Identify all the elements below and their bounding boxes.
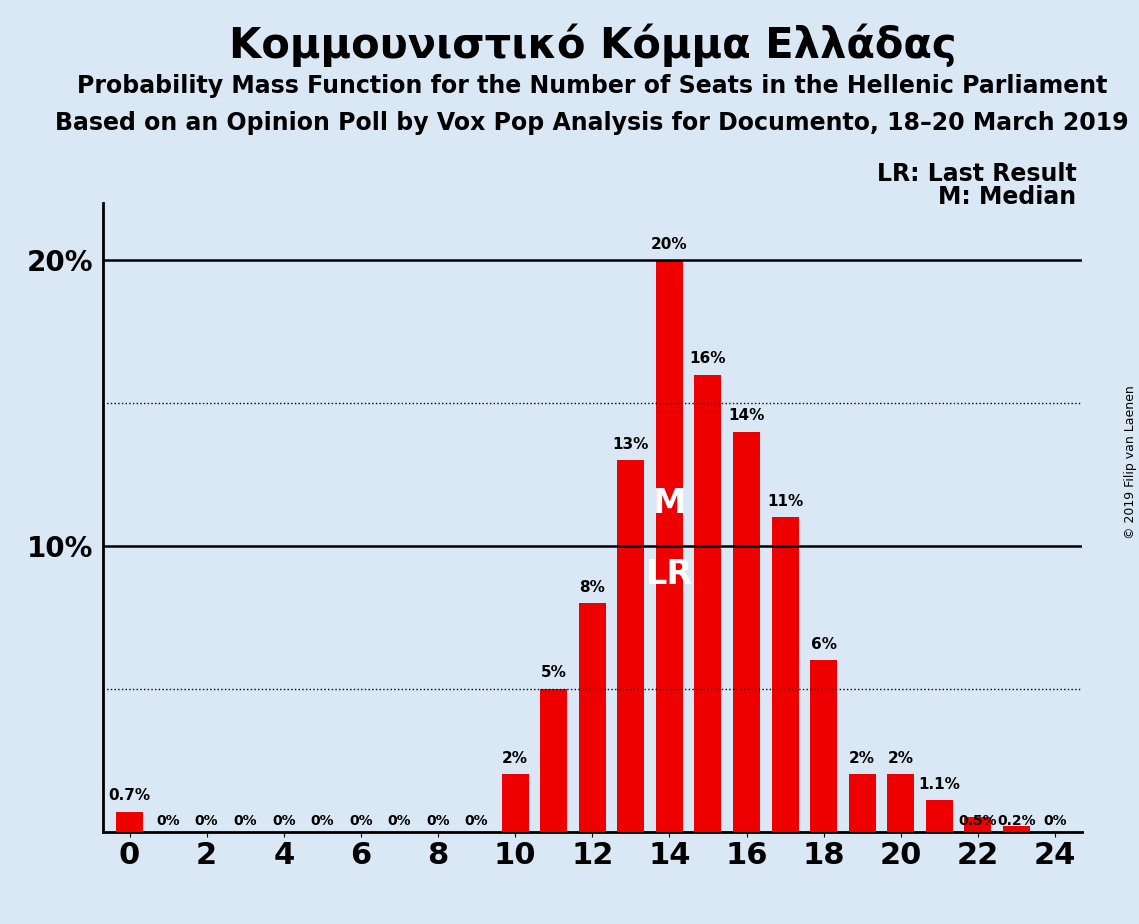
Text: Probability Mass Function for the Number of Seats in the Hellenic Parliament: Probability Mass Function for the Number… [77,74,1107,98]
Text: 16%: 16% [690,351,727,366]
Text: 2%: 2% [850,751,875,766]
Bar [926,800,953,832]
Text: LR: LR [646,558,693,591]
Bar [579,603,606,832]
Bar [1003,826,1030,832]
Text: 0%: 0% [233,814,257,828]
Bar [540,688,567,832]
Text: 0.7%: 0.7% [108,788,150,803]
Text: 0.5%: 0.5% [959,814,998,828]
Text: 0%: 0% [387,814,411,828]
Text: 14%: 14% [728,408,764,423]
Bar [734,432,760,832]
Text: 0%: 0% [272,814,296,828]
Text: Based on an Opinion Poll by Vox Pop Analysis for Documento, 18–20 March 2019: Based on an Opinion Poll by Vox Pop Anal… [56,111,1129,135]
Text: 0%: 0% [426,814,450,828]
Bar [849,774,876,832]
Text: M: Median: M: Median [939,185,1076,209]
Bar [810,661,837,832]
Text: 6%: 6% [811,637,837,651]
Bar [116,811,144,832]
Text: 5%: 5% [541,665,567,680]
Text: 20%: 20% [652,237,688,252]
Text: 0%: 0% [156,814,180,828]
Bar [887,774,915,832]
Text: 8%: 8% [580,579,605,594]
Text: 0%: 0% [349,814,372,828]
Text: 0%: 0% [1043,814,1067,828]
Text: 0%: 0% [195,814,219,828]
Bar [695,374,721,832]
Text: 13%: 13% [613,437,649,452]
Text: LR: Last Result: LR: Last Result [877,162,1076,186]
Text: 2%: 2% [887,751,913,766]
Bar [656,261,683,832]
Text: 11%: 11% [767,493,803,509]
Text: 0%: 0% [311,814,334,828]
Bar [501,774,528,832]
Text: 0.2%: 0.2% [997,814,1035,828]
Text: 0%: 0% [465,814,489,828]
Bar [965,818,991,832]
Text: 1.1%: 1.1% [918,776,960,792]
Text: Κομμουνιστικό Κόμμα Ελλάδας: Κομμουνιστικό Κόμμα Ελλάδας [229,23,956,67]
Text: © 2019 Filip van Laenen: © 2019 Filip van Laenen [1124,385,1137,539]
Text: 2%: 2% [502,751,528,766]
Bar [617,460,645,832]
Text: M: M [653,487,686,519]
Bar [771,517,798,832]
